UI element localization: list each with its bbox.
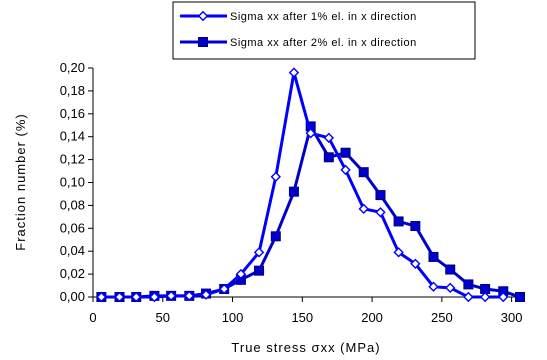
series-2pct-line [101, 124, 521, 299]
legend-series-1pct-marker [197, 10, 209, 22]
y-tick-label: 0,16 [60, 106, 85, 121]
legend-series-1pct: Sigma xx after 1% el. in x direction [180, 10, 417, 23]
legend-series-2pct-label: Sigma xx after 2% el. in x direction [230, 37, 417, 49]
series-2pct-marker [288, 186, 299, 197]
x-tick-label: 100 [222, 310, 244, 325]
series-2pct-marker [270, 231, 281, 242]
series-1pct-marker [410, 258, 421, 269]
series-1pct-marker [270, 171, 281, 182]
x-tick-label: 0 [89, 310, 96, 325]
legend-box [172, 1, 476, 60]
series-2pct-marker [445, 264, 456, 275]
y-tick-label: 0,08 [60, 197, 85, 212]
series-1pct-marker [340, 164, 351, 176]
series-1pct-marker [96, 291, 107, 303]
series-2pct-marker [375, 190, 386, 201]
series-1pct-marker [253, 247, 265, 258]
series-1pct-marker [375, 207, 386, 218]
y-axis-title: Fraction number (%) [13, 113, 28, 250]
y-tick-label: 0,14 [60, 129, 85, 144]
series-2pct-marker [428, 251, 439, 262]
series-1pct-marker [445, 282, 456, 294]
y-tick-label: 0,00 [60, 289, 85, 304]
series-1pct-marker [479, 291, 491, 303]
series-1pct-marker [323, 132, 335, 144]
y-tick-label: 0,06 [60, 220, 85, 235]
series-1pct-marker [200, 289, 212, 300]
series-2pct-marker [410, 221, 421, 232]
y-tick-label: 0,02 [60, 266, 85, 281]
legend-series-2pct: Sigma xx after 2% el. in x direction [180, 37, 417, 49]
series-1pct-marker [165, 290, 177, 302]
series-1pct-marker [393, 247, 404, 258]
series-1pct-marker [498, 291, 509, 303]
y-tick-label: 0,18 [60, 83, 85, 98]
series-2pct-marker [323, 152, 334, 163]
series-1pct-marker [184, 290, 195, 302]
series-1pct-marker [305, 128, 316, 139]
series-1pct-marker [428, 281, 439, 292]
series-1pct-marker [114, 291, 125, 303]
x-axis-title: True stress σxx (MPa) [231, 340, 380, 355]
series-1pct-marker [149, 291, 160, 303]
x-tick-label: 250 [431, 310, 453, 325]
x-tick-label: 200 [361, 310, 383, 325]
y-tick-label: 0,04 [60, 243, 85, 258]
series-1pct-marker [288, 67, 300, 78]
series-1pct-marker [358, 203, 369, 215]
series-2pct [96, 121, 525, 302]
x-tick-label: 300 [501, 310, 523, 325]
series-2pct-marker [463, 279, 474, 290]
y-tick-label: 0,12 [60, 152, 85, 167]
series-layer [96, 67, 525, 303]
series-1pct-marker [235, 268, 247, 280]
series-2pct-marker [515, 292, 525, 302]
legend-series-1pct-label: Sigma xx after 1% el. in x direction [230, 11, 417, 23]
series-1pct-marker [463, 291, 474, 303]
series-1pct-marker [218, 283, 230, 295]
x-tick-label: 50 [156, 310, 170, 325]
series-2pct-marker [340, 147, 351, 158]
y-tick-label: 0,10 [60, 175, 85, 190]
y-tick-label: 0,20 [60, 60, 85, 75]
x-tick-label: 150 [291, 310, 313, 325]
series-2pct-marker [393, 216, 404, 227]
series-1pct-marker [131, 291, 142, 303]
legend: Sigma xx after 1% el. in x direction Sigm… [172, 1, 476, 60]
series-1pct [96, 67, 509, 303]
series-2pct-marker [358, 167, 369, 178]
legend-series-2pct-marker [198, 37, 208, 47]
series-2pct-marker [254, 265, 265, 276]
